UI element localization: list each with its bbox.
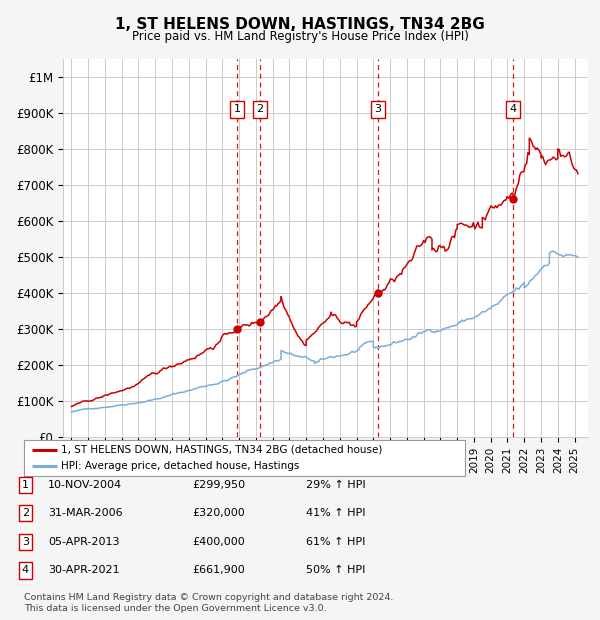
Text: 2: 2 — [257, 104, 263, 114]
Text: 4: 4 — [509, 104, 517, 114]
Text: 4: 4 — [22, 565, 29, 575]
Text: £299,950: £299,950 — [192, 480, 245, 490]
Text: 29% ↑ HPI: 29% ↑ HPI — [306, 480, 365, 490]
Text: 1: 1 — [22, 480, 29, 490]
Text: HPI: Average price, detached house, Hastings: HPI: Average price, detached house, Hast… — [61, 461, 300, 471]
Text: 50% ↑ HPI: 50% ↑ HPI — [306, 565, 365, 575]
Text: 05-APR-2013: 05-APR-2013 — [48, 537, 119, 547]
Text: 3: 3 — [22, 537, 29, 547]
Text: 1, ST HELENS DOWN, HASTINGS, TN34 2BG (detached house): 1, ST HELENS DOWN, HASTINGS, TN34 2BG (d… — [61, 445, 383, 455]
Text: £400,000: £400,000 — [192, 537, 245, 547]
Text: 1: 1 — [233, 104, 241, 114]
Text: Contains HM Land Registry data © Crown copyright and database right 2024.
This d: Contains HM Land Registry data © Crown c… — [24, 593, 394, 613]
Text: 1, ST HELENS DOWN, HASTINGS, TN34 2BG: 1, ST HELENS DOWN, HASTINGS, TN34 2BG — [115, 17, 485, 32]
Text: 61% ↑ HPI: 61% ↑ HPI — [306, 537, 365, 547]
Text: 10-NOV-2004: 10-NOV-2004 — [48, 480, 122, 490]
Text: 30-APR-2021: 30-APR-2021 — [48, 565, 119, 575]
Text: 31-MAR-2006: 31-MAR-2006 — [48, 508, 122, 518]
Text: 2: 2 — [22, 508, 29, 518]
Text: Price paid vs. HM Land Registry's House Price Index (HPI): Price paid vs. HM Land Registry's House … — [131, 30, 469, 43]
Text: 41% ↑ HPI: 41% ↑ HPI — [306, 508, 365, 518]
Text: £320,000: £320,000 — [192, 508, 245, 518]
Text: 3: 3 — [374, 104, 382, 114]
Text: £661,900: £661,900 — [192, 565, 245, 575]
